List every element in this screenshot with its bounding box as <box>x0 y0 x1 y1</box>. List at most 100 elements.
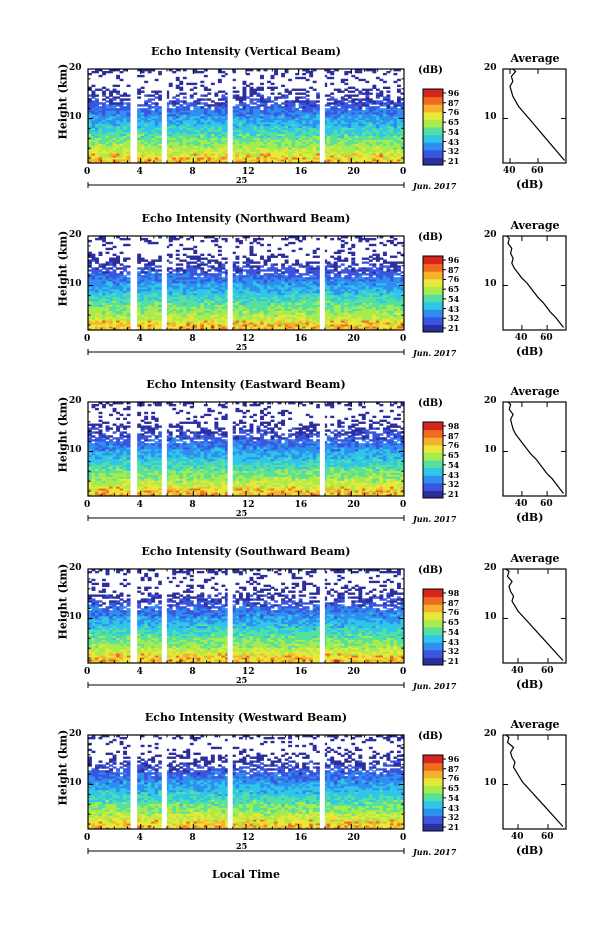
heatmap-cell <box>116 279 120 282</box>
heatmap-cell <box>210 135 215 138</box>
heatmap-cell <box>119 121 124 125</box>
heatmap-cell <box>393 145 398 148</box>
heatmap-cell <box>147 70 152 74</box>
heatmap-cell <box>203 94 208 97</box>
heatmap-cell <box>196 328 201 331</box>
heatmap-cell <box>95 284 99 288</box>
heatmap-cell <box>281 145 286 148</box>
heatmap-cell <box>116 318 120 321</box>
heatmap-cell <box>256 322 261 325</box>
heatmap-cell <box>253 135 257 138</box>
heatmap-cell <box>246 263 250 266</box>
heatmap-cell <box>214 237 219 241</box>
heatmap-cell <box>179 121 184 125</box>
heatmap-cell <box>277 127 282 131</box>
heatmap-cell <box>95 273 99 276</box>
heatmap-cell <box>186 281 191 284</box>
heatmap-cell <box>305 129 310 133</box>
heatmap-cell <box>224 112 229 115</box>
heatmap-cell <box>105 273 110 276</box>
heatmap-cell <box>140 326 145 329</box>
heatmap-cell <box>305 104 310 107</box>
heatmap-cell <box>400 149 405 152</box>
heatmap-cell <box>119 273 124 276</box>
heatmap-cell <box>137 277 142 280</box>
heatmap-cell <box>221 267 226 270</box>
heatmap-cell <box>221 279 226 282</box>
heatmap-cell <box>249 82 254 86</box>
x-tick-label: 0 <box>84 167 91 177</box>
heatmap-cell <box>249 294 254 298</box>
heatmap-cell <box>351 98 356 101</box>
heatmap-cell <box>386 102 391 105</box>
heatmap-cell <box>158 281 163 284</box>
heatmap-cell <box>147 98 152 101</box>
heatmap-cell <box>88 86 92 89</box>
heatmap-cell <box>116 110 120 113</box>
heatmap-cell <box>196 273 201 276</box>
heatmap-cell <box>207 117 212 121</box>
heatmap-cell <box>119 151 124 154</box>
heatmap-cell <box>263 263 268 266</box>
heatmap-cell <box>186 316 191 319</box>
heatmap-cell <box>309 104 314 107</box>
heatmap-cell <box>98 237 103 241</box>
heatmap-cell <box>186 283 191 286</box>
heatmap-cell <box>91 123 96 127</box>
heatmap-cell <box>238 119 243 123</box>
heatmap-cell <box>105 263 110 266</box>
heatmap-cell <box>158 116 163 119</box>
heatmap-cell <box>214 127 219 131</box>
heatmap-cell <box>312 116 317 119</box>
heatmap-cell <box>267 328 271 331</box>
heatmap-cell <box>260 149 264 152</box>
heatmap-cell <box>340 80 345 84</box>
heatmap-cell <box>91 302 96 305</box>
heatmap-cell <box>200 314 205 317</box>
heatmap-cell <box>172 153 177 156</box>
heatmap-cell <box>140 121 145 125</box>
heatmap-cell <box>351 149 356 152</box>
heatmap-cell <box>182 147 187 150</box>
heatmap-cell <box>295 88 300 91</box>
heatmap-cell <box>393 155 398 158</box>
heatmap-cell <box>112 139 117 142</box>
heatmap-cell <box>260 114 264 117</box>
heatmap-cell <box>112 304 117 307</box>
heatmap-cell <box>400 143 405 146</box>
heatmap-cell <box>256 149 261 152</box>
heatmap-cell <box>91 153 96 156</box>
heatmap-cell <box>375 110 380 113</box>
heatmap-cell <box>217 155 222 158</box>
heatmap-cell <box>277 104 282 107</box>
heatmap-cell <box>347 137 352 140</box>
heatmap-cell <box>231 112 236 115</box>
heatmap-cell <box>242 312 247 315</box>
heatmap-cell <box>224 123 229 127</box>
heatmap-cell <box>207 322 212 325</box>
heatmap-cell <box>126 159 131 162</box>
heatmap-cell <box>305 131 310 135</box>
heatmap-cell <box>200 281 205 284</box>
heatmap-cell <box>123 102 128 105</box>
heatmap-cell <box>186 247 191 251</box>
heatmap-cell <box>295 108 300 111</box>
heatmap-cell <box>224 288 229 292</box>
heatmap-cell <box>302 125 307 129</box>
heatmap-cell <box>368 143 373 146</box>
heatmap-cell <box>98 312 103 315</box>
heatmap-cell <box>361 98 366 101</box>
heatmap-cell <box>193 110 198 113</box>
heatmap-cell <box>386 161 391 164</box>
heatmap-cell <box>305 69 310 72</box>
heatmap-cell <box>260 269 264 272</box>
heatmap-cell <box>242 116 247 119</box>
heatmap-cell <box>249 116 254 119</box>
heatmap-cell <box>291 102 296 105</box>
heatmap-cell <box>175 253 180 256</box>
heatmap-cell <box>368 153 373 156</box>
heatmap-cell <box>123 129 128 133</box>
heatmap-cell <box>217 271 222 274</box>
heatmap-cell <box>270 76 275 80</box>
heatmap-cell <box>309 145 314 148</box>
